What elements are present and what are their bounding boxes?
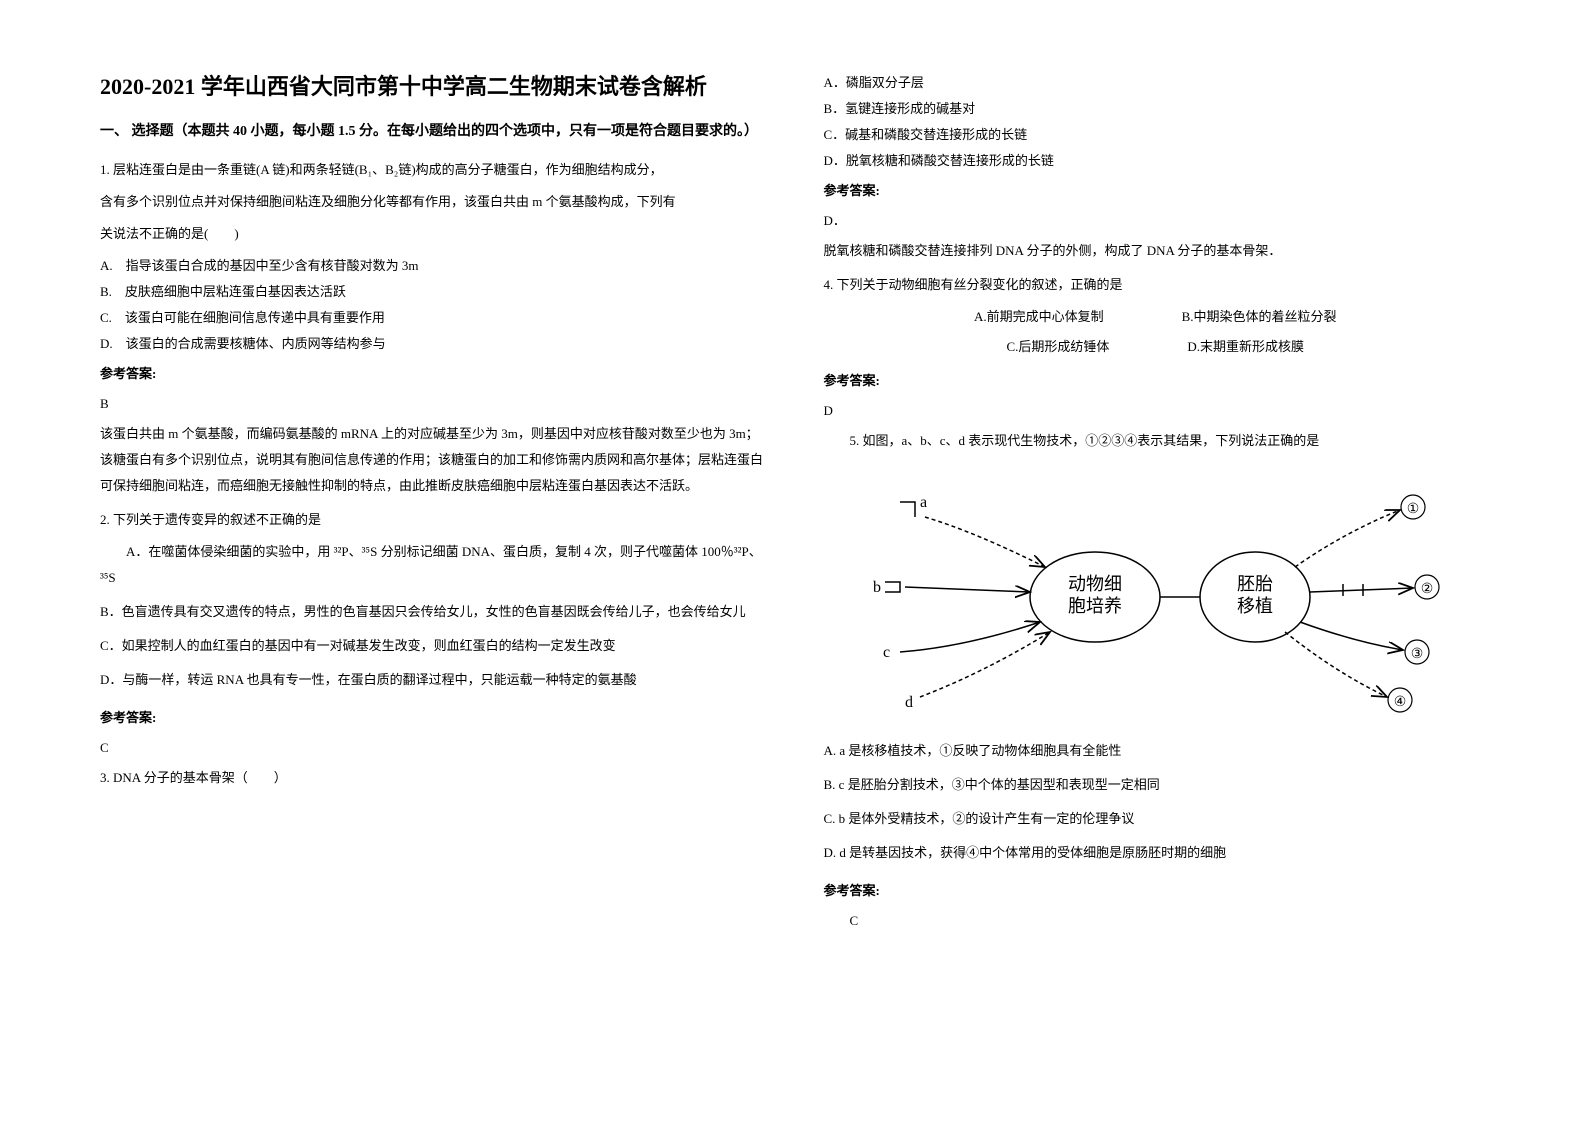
diagram-label-b: b: [873, 579, 881, 596]
q1-stem-2: 含有多个识别位点并对保持细胞间粘连及细胞分化等都有作用，该蛋白共由 m 个氨基酸…: [100, 189, 764, 215]
diagram-center-right-line2: 移植: [1237, 596, 1273, 616]
q1-stem-3: 关说法不正确的是( ): [100, 221, 764, 247]
q3-option-c: C．碱基和磷酸交替连接形成的长链: [824, 122, 1488, 148]
q5-stem: 5. 如图，a、b、c、d 表示现代生物技术，①②③④表示其结果，下列说法正确的…: [824, 428, 1488, 454]
flow-diagram-svg: 动物细 胞培养 胚胎 移植 a b c d ①: [865, 472, 1445, 722]
q3-answer-label: 参考答案:: [824, 178, 1488, 204]
diagram-label-3: ③: [1411, 647, 1424, 662]
diagram-label-2: ②: [1421, 582, 1434, 597]
q5-answer-label: 参考答案:: [824, 878, 1488, 904]
q3-stem: 3. DNA 分子的基本骨架（ ）: [100, 765, 764, 791]
q2-answer: C: [100, 735, 764, 761]
q5-option-b: B. c 是胚胎分割技术，③中个体的基因型和表现型一定相同: [824, 772, 1488, 798]
q5-option-a: A. a 是核移植技术，①反映了动物体细胞具有全能性: [824, 738, 1488, 764]
q1-stem-1: 1. 层粘连蛋白是由一条重链(A 链)和两条轻链(B₁、B₂链)构成的高分子糖蛋…: [100, 157, 764, 183]
q5-option-c: C. b 是体外受精技术，②的设计产生有一定的伦理争议: [824, 806, 1488, 832]
q3-option-a: A．磷脂双分子层: [824, 70, 1488, 96]
diagram-label-d: d: [905, 694, 913, 711]
q2-option-b: B．色盲遗传具有交叉遗传的特点，男性的色盲基因只会传给女儿，女性的色盲基因既会传…: [100, 599, 764, 625]
left-column: 2020-2021 学年山西省大同市第十中学高二生物期末试卷含解析 一、 选择题…: [100, 70, 764, 1082]
q1-answer: B: [100, 391, 764, 417]
q1-answer-label: 参考答案:: [100, 361, 764, 387]
q3-option-b: B．氢键连接形成的碱基对: [824, 96, 1488, 122]
diagram-center-right-line1: 胚胎: [1237, 574, 1273, 594]
diagram-label-a: a: [920, 494, 927, 511]
q1-option-a: A. 指导该蛋白合成的基因中至少含有核苷酸对数为 3m: [100, 253, 764, 279]
q4-options-line2: C.后期形成纺锤体 D.末期重新形成核膜: [824, 334, 1488, 360]
q3-explanation: 脱氧核糖和磷酸交替连接排列 DNA 分子的外侧，构成了 DNA 分子的基本骨架．: [824, 238, 1488, 264]
section-header: 一、 选择题（本题共 40 小题，每小题 1.5 分。在每小题给出的四个选项中，…: [100, 121, 764, 143]
q1-explanation: 该蛋白共由 m 个氨基酸，而编码氨基酸的 mRNA 上的对应碱基至少为 3m，则…: [100, 421, 764, 499]
q4-stem: 4. 下列关于动物细胞有丝分裂变化的叙述，正确的是: [824, 272, 1488, 298]
q4-answer-label: 参考答案:: [824, 368, 1488, 394]
q3-answer: D．: [824, 208, 1488, 234]
q5-option-d: D. d 是转基因技术，获得④中个体常用的受体细胞是原肠胚时期的细胞: [824, 840, 1488, 866]
q5-diagram: 动物细 胞培养 胚胎 移植 a b c d ①: [824, 472, 1488, 722]
q2-option-a: A．在噬菌体侵染细菌的实验中，用 ³²P、³⁵S 分别标记细菌 DNA、蛋白质，…: [100, 539, 764, 591]
q3-option-d: D．脱氧核糖和磷酸交替连接形成的长链: [824, 148, 1488, 174]
q2-option-d: D．与酶一样，转运 RNA 也具有专一性，在蛋白质的翻译过程中，只能运载一种特定…: [100, 667, 764, 693]
q4-options-line1: A.前期完成中心体复制 B.中期染色体的着丝粒分裂: [824, 304, 1488, 330]
diagram-label-1: ①: [1407, 502, 1420, 517]
q2-option-c: C．如果控制人的血红蛋白的基因中有一对碱基发生改变，则血红蛋白的结构一定发生改变: [100, 633, 764, 659]
diagram-center-left-line2: 胞培养: [1068, 596, 1122, 616]
q1-option-c: C. 该蛋白可能在细胞间信息传递中具有重要作用: [100, 305, 764, 331]
diagram-label-4: ④: [1394, 695, 1407, 710]
q4-answer: D: [824, 398, 1488, 424]
q1-option-d: D. 该蛋白的合成需要核糖体、内质网等结构参与: [100, 331, 764, 357]
right-column: A．磷脂双分子层 B．氢键连接形成的碱基对 C．碱基和磷酸交替连接形成的长链 D…: [824, 70, 1488, 1082]
diagram-label-c: c: [883, 644, 890, 661]
q5-answer: C: [824, 908, 1488, 934]
exam-title: 2020-2021 学年山西省大同市第十中学高二生物期末试卷含解析: [100, 70, 764, 103]
q2-answer-label: 参考答案:: [100, 705, 764, 731]
q1-option-b: B. 皮肤癌细胞中层粘连蛋白基因表达活跃: [100, 279, 764, 305]
q2-stem: 2. 下列关于遗传变异的叙述不正确的是: [100, 507, 764, 533]
diagram-center-left-line1: 动物细: [1068, 574, 1122, 594]
